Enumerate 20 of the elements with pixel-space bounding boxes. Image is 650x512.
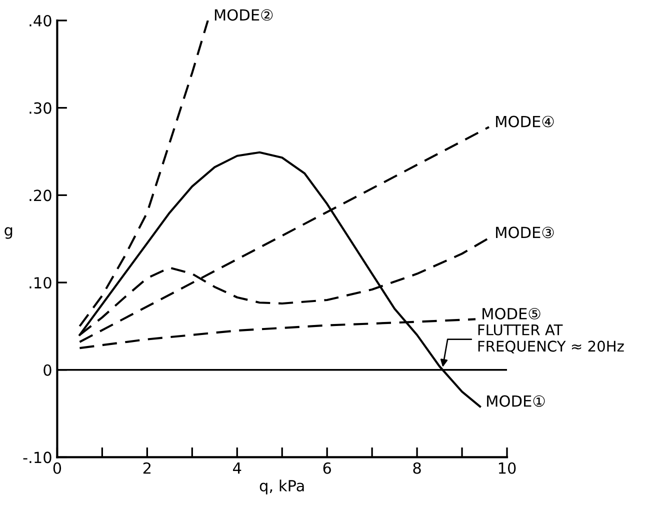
x-tick-label: 10 [498, 462, 516, 474]
y-tick-label: -.10 [23, 452, 52, 464]
y-tick-label: 0 [44, 364, 52, 376]
annotation: FLUTTER AT FREQUENCY ≈ 20Hz [478, 324, 624, 354]
y-axis-title: g [4, 227, 12, 239]
x-tick-label: 8 [413, 462, 421, 474]
x-axis-title: q, kPa [260, 480, 304, 494]
series-label: MODE⑤ [482, 308, 540, 320]
x-tick-label: 4 [233, 462, 242, 474]
series-label: MODE④ [496, 116, 554, 128]
y-tick-label: .40 [30, 14, 52, 26]
x-tick-label: 6 [323, 462, 331, 474]
x-tick-label: 2 [143, 462, 150, 474]
y-tick-label: .10 [30, 276, 52, 289]
y-tick-label: .20 [30, 190, 52, 202]
y-tick-label: .30 [30, 102, 52, 114]
series-label: MODE③ [496, 226, 554, 238]
series-label: MODE① [487, 395, 545, 407]
x-tick-label: 0 [53, 462, 62, 474]
series-label: MODE② [214, 9, 273, 21]
